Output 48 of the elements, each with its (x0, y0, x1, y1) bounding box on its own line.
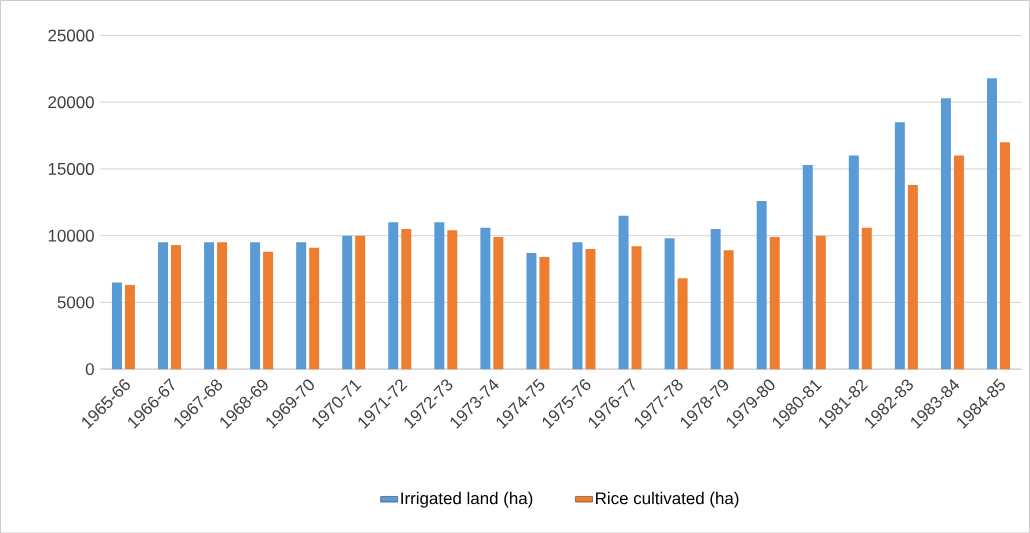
bar (170, 244, 181, 369)
y-tick-label: 25000 (48, 29, 94, 42)
bar (907, 184, 918, 369)
bar (940, 97, 951, 369)
bar (539, 256, 550, 369)
bar (480, 227, 491, 369)
y-tick-label: 5000 (57, 296, 94, 309)
bar (664, 238, 675, 369)
bar (802, 164, 813, 369)
bar (677, 278, 688, 369)
bar (388, 222, 399, 369)
bar (769, 236, 780, 369)
bar (585, 248, 596, 369)
bar (401, 228, 412, 369)
y-tick-label: 0 (85, 362, 94, 375)
legend-label: Rice cultivated (ha) (596, 491, 739, 508)
bar (217, 242, 228, 369)
bar (815, 235, 826, 369)
bar (710, 228, 721, 369)
bar (124, 284, 135, 369)
bar (447, 230, 458, 369)
bar (296, 242, 307, 369)
bar (355, 235, 366, 369)
bar (434, 222, 445, 369)
legend-label: Irrigated land (ha) (401, 491, 533, 508)
bar (158, 242, 168, 369)
bar (526, 252, 537, 369)
bar (953, 155, 964, 369)
bar (263, 251, 274, 369)
bar (111, 282, 122, 369)
bar (999, 142, 1010, 369)
bar (631, 246, 642, 369)
y-tick-label: 20000 (48, 95, 94, 108)
bar (848, 155, 859, 369)
bar (894, 121, 905, 369)
bar (723, 250, 734, 369)
bar (250, 242, 261, 369)
y-tick-label: 15000 (48, 162, 94, 175)
bar (572, 242, 583, 369)
bar (493, 236, 504, 369)
bar (618, 215, 629, 369)
bar (756, 200, 767, 369)
y-tick-label: 10000 (48, 229, 94, 242)
bar (204, 242, 215, 369)
bar (342, 235, 353, 369)
bar (861, 227, 872, 369)
bar (986, 77, 997, 369)
bar (309, 247, 320, 369)
